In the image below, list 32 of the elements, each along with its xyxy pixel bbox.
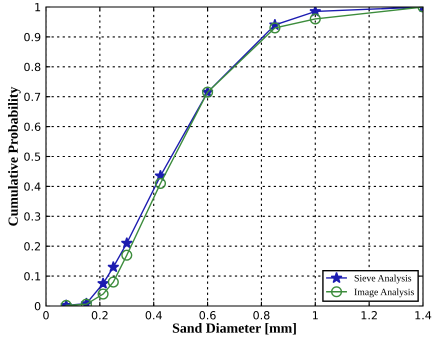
y-tick-label: 0.4	[24, 182, 41, 191]
point	[154, 178, 166, 189]
y-tick-label: 0.2	[24, 242, 40, 251]
y-tick-label: 0.1	[24, 272, 40, 280]
x-tick-label: 0.8	[253, 311, 270, 320]
y-tick-label: 0.3	[24, 212, 40, 221]
x-tick-label: 0	[43, 311, 49, 320]
y-tick-label: 0.7	[24, 92, 40, 102]
legend-label: Sieve Analysis	[354, 274, 412, 284]
point	[269, 22, 280, 34]
point	[98, 288, 109, 300]
point	[121, 250, 132, 261]
y-tick-label: 1	[35, 3, 40, 12]
point	[97, 277, 110, 289]
y-tick-label: 0.5	[24, 152, 40, 161]
y-tick-label: 0.8	[24, 62, 40, 72]
y-tick-label: 0.6	[24, 122, 40, 131]
x-tick-label: 1.2	[362, 311, 377, 320]
x-tick-label: 0.6	[199, 311, 216, 320]
y-tick-label: 0	[34, 302, 40, 310]
y-axis-title: Cumulative Probability	[8, 86, 21, 226]
x-tick-label: 0.4	[146, 311, 162, 320]
point	[108, 276, 119, 288]
point	[310, 13, 321, 25]
x-tick-label: 0.2	[92, 311, 108, 320]
legend-label: Image Analysis	[354, 288, 414, 298]
x-tick-label: 1.4	[415, 311, 432, 320]
point	[120, 236, 133, 248]
y-tick-label: 0.9	[24, 32, 40, 42]
x-axis-title: Sand Diameter [mm]	[172, 323, 296, 334]
x-tick-label: 1	[312, 311, 318, 320]
point	[107, 260, 120, 272]
